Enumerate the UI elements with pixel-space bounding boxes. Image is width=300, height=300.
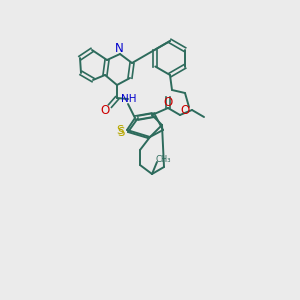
Text: S: S — [116, 124, 124, 136]
Text: O: O — [180, 104, 190, 118]
Text: CH₃: CH₃ — [155, 155, 171, 164]
Text: S: S — [117, 125, 125, 139]
Text: O: O — [100, 103, 109, 116]
Text: N: N — [115, 41, 123, 55]
Text: NH: NH — [121, 94, 137, 104]
Text: O: O — [164, 97, 172, 110]
